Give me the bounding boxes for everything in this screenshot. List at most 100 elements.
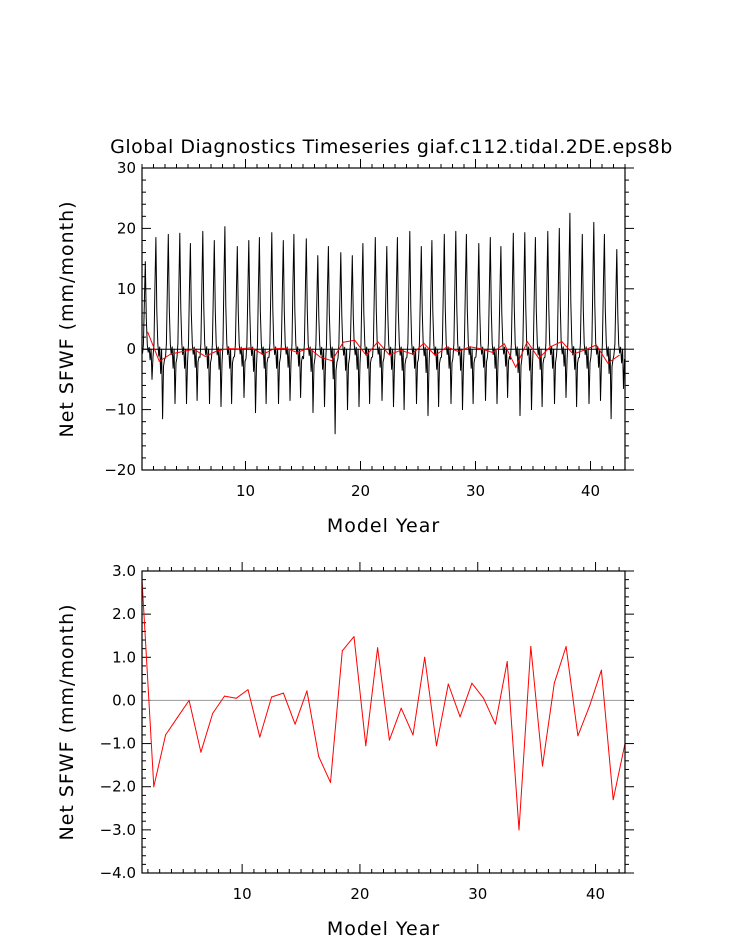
data-point [329, 781, 331, 783]
y-tick-label: −1.0 [100, 735, 136, 753]
data-point [365, 745, 367, 747]
y-tick-label: 2.0 [112, 605, 136, 623]
series-line [147, 332, 620, 368]
data-point [377, 647, 379, 649]
chart-2: Model Year Net SFWF (mm/month) 10 20 30 40 −4.… [56, 562, 634, 940]
data-point [400, 349, 402, 351]
data-point [342, 341, 344, 343]
data-point [365, 355, 367, 357]
data-point [388, 739, 390, 741]
data-point [612, 799, 614, 801]
data-point [250, 347, 252, 349]
data-point [471, 682, 473, 684]
series-line [142, 212, 625, 435]
data-point [247, 689, 249, 691]
x-tick-label: 10 [233, 885, 252, 903]
data-point [227, 348, 229, 350]
data-point [353, 636, 355, 638]
data-point [331, 360, 333, 362]
data-point [600, 669, 602, 671]
x-axis-label: Model Year [327, 918, 440, 940]
data-point [235, 697, 237, 699]
data-point [515, 366, 517, 368]
data-point [595, 344, 597, 346]
y-tick-label: −10 [104, 401, 136, 419]
data-point [483, 697, 485, 699]
data-point [212, 712, 214, 714]
data-point [506, 661, 508, 663]
data-point [165, 734, 167, 736]
data-point [434, 355, 436, 357]
data-point [542, 765, 544, 767]
data-point [388, 354, 390, 356]
data-point [446, 346, 448, 348]
data-point [188, 699, 190, 701]
data-point [469, 346, 471, 348]
data-point [181, 351, 183, 353]
x-tick-label: 40 [581, 482, 600, 500]
data-point [411, 353, 413, 355]
data-point [494, 723, 496, 725]
x-tick-label: 30 [466, 482, 485, 500]
data-point [457, 350, 459, 352]
series-line [141, 579, 626, 831]
data-point [239, 348, 241, 350]
data-point [262, 353, 264, 355]
y-tick-label: 20 [117, 219, 136, 237]
data-point [553, 682, 555, 684]
y-tick-label: −3.0 [100, 821, 136, 839]
y-tick-label: 0.0 [112, 691, 136, 709]
chart-title: Global Diagnostics Timeseries giaf.c112.… [110, 136, 673, 158]
series-annual-mean [147, 331, 620, 368]
data-point [158, 360, 160, 362]
data-point [216, 350, 218, 352]
y-tick-label: 0 [126, 340, 136, 358]
data-point [147, 331, 149, 333]
data-point [223, 695, 225, 697]
data-point [480, 348, 482, 350]
data-point [400, 707, 402, 709]
y-tick-label: −4.0 [100, 864, 136, 882]
y-tick-label: 10 [117, 280, 136, 298]
data-point [200, 751, 202, 753]
data-point [561, 341, 563, 343]
data-point [423, 342, 425, 344]
data-point [285, 347, 287, 349]
data-point [459, 716, 461, 718]
y-axis-label: Net SFWF (mm/month) [56, 200, 78, 437]
data-point [273, 348, 275, 350]
plot-frame [141, 570, 626, 874]
data-point [259, 736, 261, 738]
data-point [526, 341, 528, 343]
data-point [549, 346, 551, 348]
data-point [436, 745, 438, 747]
y-tick-label: 30 [117, 159, 136, 177]
data-point [153, 786, 155, 788]
x-tick-label: 20 [350, 885, 369, 903]
data-point [518, 829, 520, 831]
x-tick-label: 10 [236, 482, 255, 500]
data-point [170, 353, 172, 355]
data-point [447, 683, 449, 685]
tick-marks [141, 159, 634, 471]
data-point [354, 339, 356, 341]
data-point [607, 362, 609, 364]
data-point [565, 646, 567, 647]
data-point [503, 343, 505, 345]
data-point [530, 646, 532, 647]
data-point [176, 717, 178, 719]
data-point [577, 735, 579, 737]
series-monthly [142, 212, 625, 435]
data-point [341, 650, 343, 652]
data-point [377, 341, 379, 343]
data-point [308, 347, 310, 349]
x-tick-label: 20 [351, 482, 370, 500]
plot-frame [141, 167, 626, 471]
x-tick-label: 40 [586, 885, 605, 903]
x-axis-label: Model Year [327, 515, 440, 537]
data-point [572, 353, 574, 355]
data-point [296, 352, 298, 354]
tick-marks [142, 562, 634, 874]
data-point [492, 352, 494, 354]
